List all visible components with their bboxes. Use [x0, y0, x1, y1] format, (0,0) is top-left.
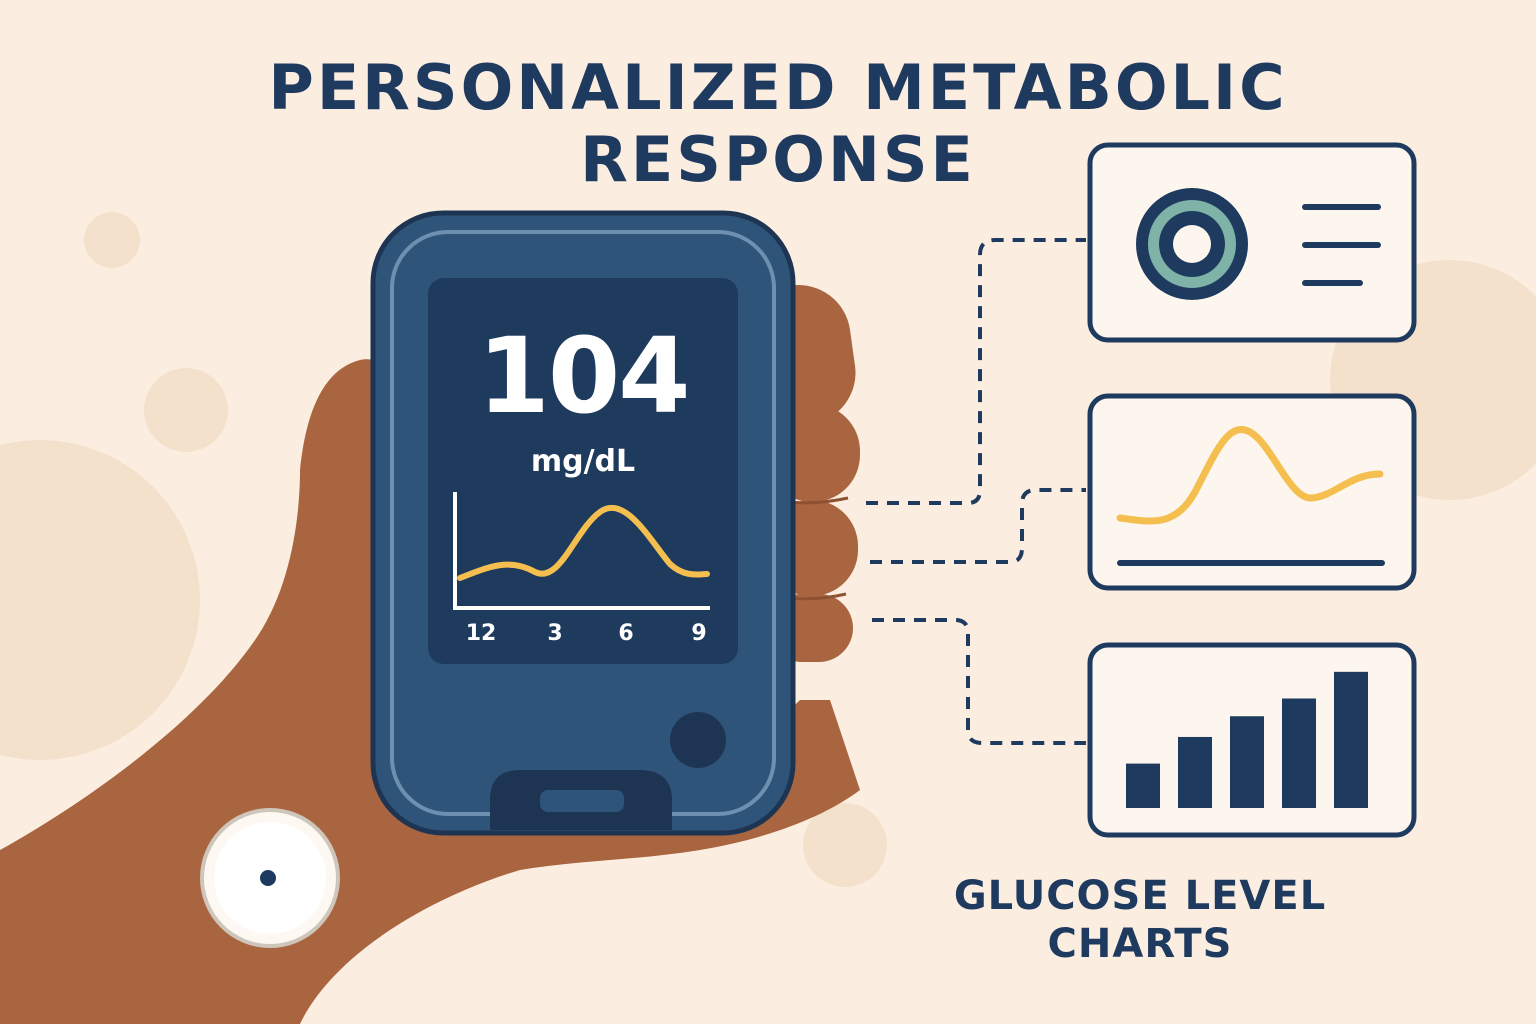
- x-tick-label: 12: [465, 621, 497, 646]
- bar-chart-bar: [1178, 736, 1212, 808]
- title-line-2: RESPONSE: [580, 123, 976, 196]
- bg-circle: [144, 368, 228, 452]
- connector-1: [866, 238, 1086, 505]
- bg-circle: [84, 212, 140, 268]
- connector-2: [870, 488, 1086, 564]
- caption-line-2: CHARTS: [1047, 921, 1233, 967]
- line-curve-icon: [1116, 426, 1384, 525]
- meter-button[interactable]: [670, 712, 726, 768]
- panel-curve: [1087, 393, 1417, 591]
- meter-chart-curve: [457, 505, 710, 581]
- page-title: PERSONALIZED METABOLIC RESPONSE: [0, 52, 1536, 196]
- target-ring-icon: [1136, 188, 1248, 300]
- x-tick-label: 9: [691, 621, 707, 646]
- connector-3: [872, 618, 1086, 745]
- bg-circle: [803, 803, 887, 887]
- cgm-sensor-icon: [200, 808, 340, 948]
- meter-chart-axes: [453, 492, 710, 610]
- glucose-unit: mg/dL: [530, 444, 636, 479]
- bar-chart-icon: [1126, 671, 1368, 808]
- bar-chart-bar: [1282, 698, 1316, 808]
- charts-caption: GLUCOSE LEVEL CHARTS: [930, 872, 1350, 968]
- bar-chart-bar: [1230, 716, 1264, 808]
- meter-port-slot: [540, 790, 624, 812]
- x-tick-label: 6: [618, 621, 634, 646]
- caption-line-1: GLUCOSE LEVEL: [953, 873, 1327, 919]
- glucose-reading: 104: [477, 315, 690, 437]
- text-lines-icon: [1302, 204, 1381, 286]
- connectors: [866, 238, 1086, 745]
- bg-circle: [0, 440, 200, 760]
- title-line-1: PERSONALIZED METABOLIC: [268, 51, 1288, 124]
- bar-chart-bar: [1334, 671, 1368, 808]
- panel-target: [1087, 142, 1417, 343]
- glucose-meter: [370, 210, 796, 836]
- panel-bars: [1087, 642, 1417, 838]
- x-tick-label: 3: [547, 621, 563, 646]
- bar-chart-bar: [1126, 763, 1160, 808]
